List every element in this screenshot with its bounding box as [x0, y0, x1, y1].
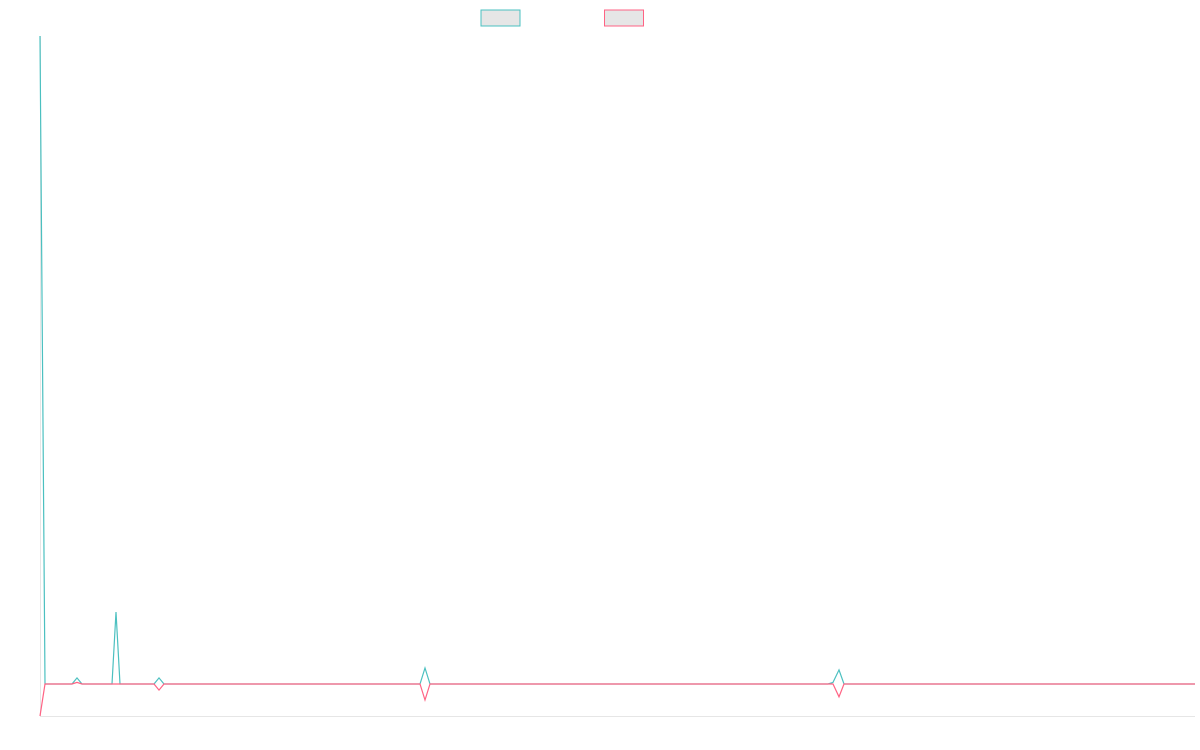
legend-swatch[interactable] [604, 9, 644, 27]
series-line [39, 35, 1195, 685]
series-line [39, 681, 1195, 717]
legend-swatch[interactable] [480, 9, 521, 27]
